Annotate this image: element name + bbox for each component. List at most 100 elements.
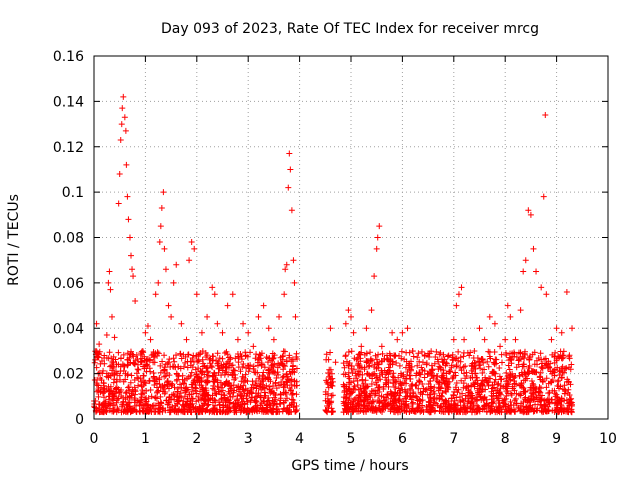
data-point bbox=[126, 393, 133, 400]
data-point bbox=[355, 394, 362, 401]
data-point bbox=[117, 136, 124, 143]
data-point bbox=[462, 363, 469, 370]
data-point bbox=[350, 366, 357, 373]
data-point bbox=[425, 370, 432, 377]
data-point bbox=[479, 382, 486, 389]
data-point bbox=[529, 380, 536, 387]
data-point bbox=[143, 357, 150, 364]
data-point bbox=[503, 392, 510, 399]
data-point bbox=[428, 409, 435, 416]
data-point bbox=[238, 378, 245, 385]
data-point bbox=[483, 377, 490, 384]
data-point bbox=[450, 372, 457, 379]
data-point bbox=[368, 400, 375, 407]
data-point bbox=[110, 379, 117, 386]
data-point bbox=[254, 359, 261, 366]
data-point bbox=[390, 406, 397, 413]
data-point bbox=[525, 396, 532, 403]
data-point bbox=[254, 392, 261, 399]
data-point bbox=[101, 388, 108, 395]
data-point bbox=[340, 398, 347, 405]
data-point bbox=[95, 387, 102, 394]
data-point bbox=[390, 393, 397, 400]
y-tick-label: 0.16 bbox=[53, 49, 84, 65]
data-point bbox=[293, 354, 300, 361]
data-point bbox=[327, 366, 334, 373]
data-point bbox=[495, 380, 502, 387]
data-point bbox=[379, 371, 386, 378]
data-point bbox=[94, 388, 101, 395]
data-point bbox=[450, 336, 457, 343]
data-point bbox=[500, 399, 507, 406]
data-point bbox=[442, 362, 449, 369]
data-point bbox=[398, 406, 405, 413]
data-point bbox=[256, 373, 263, 380]
data-point bbox=[473, 394, 480, 401]
data-point bbox=[256, 356, 263, 363]
data-point bbox=[282, 266, 289, 273]
data-point bbox=[458, 284, 465, 291]
data-point bbox=[568, 361, 575, 368]
data-point bbox=[148, 393, 155, 400]
data-point bbox=[533, 357, 540, 364]
data-point bbox=[214, 350, 221, 357]
data-point bbox=[123, 389, 130, 396]
data-point bbox=[354, 381, 361, 388]
data-point bbox=[561, 390, 568, 397]
data-point bbox=[161, 364, 168, 371]
data-point bbox=[95, 393, 102, 400]
data-point bbox=[324, 408, 331, 415]
data-point bbox=[281, 405, 288, 412]
data-point bbox=[141, 353, 148, 360]
data-point bbox=[130, 273, 137, 280]
data-point bbox=[234, 336, 241, 343]
y-tick-label: 0.06 bbox=[53, 276, 84, 292]
data-point bbox=[474, 377, 481, 384]
data-point bbox=[379, 350, 386, 357]
data-point bbox=[441, 380, 448, 387]
data-point bbox=[101, 400, 108, 407]
data-point bbox=[131, 406, 138, 413]
data-point bbox=[340, 360, 347, 367]
data-point bbox=[375, 364, 382, 371]
data-point bbox=[356, 371, 363, 378]
data-point bbox=[405, 362, 412, 369]
data-point bbox=[178, 320, 185, 327]
data-point bbox=[397, 381, 404, 388]
data-point bbox=[143, 394, 150, 401]
data-point bbox=[280, 389, 287, 396]
data-point bbox=[197, 351, 204, 358]
data-point bbox=[409, 381, 416, 388]
data-point bbox=[220, 391, 227, 398]
data-point bbox=[485, 348, 492, 355]
data-point bbox=[293, 365, 300, 372]
data-point bbox=[180, 363, 187, 370]
data-point bbox=[344, 388, 351, 395]
data-point bbox=[271, 400, 278, 407]
data-point bbox=[372, 352, 379, 359]
data-point bbox=[286, 150, 293, 157]
data-point bbox=[533, 394, 540, 401]
data-point bbox=[110, 359, 117, 366]
data-point bbox=[115, 200, 122, 207]
data-point bbox=[498, 359, 505, 366]
data-point bbox=[381, 356, 388, 363]
data-point bbox=[353, 375, 360, 382]
data-point bbox=[219, 329, 226, 336]
data-point bbox=[505, 402, 512, 409]
data-point bbox=[400, 373, 407, 380]
data-point bbox=[128, 350, 135, 357]
data-point bbox=[240, 320, 247, 327]
data-point bbox=[528, 377, 535, 384]
data-point bbox=[323, 356, 330, 363]
data-point bbox=[124, 372, 131, 379]
data-point bbox=[258, 394, 265, 401]
data-point bbox=[96, 341, 103, 348]
data-point bbox=[539, 365, 546, 372]
data-point bbox=[101, 352, 108, 359]
data-point bbox=[266, 370, 273, 377]
data-point bbox=[438, 380, 445, 387]
data-point bbox=[525, 207, 532, 214]
data-point bbox=[460, 405, 467, 412]
data-point bbox=[223, 348, 230, 355]
